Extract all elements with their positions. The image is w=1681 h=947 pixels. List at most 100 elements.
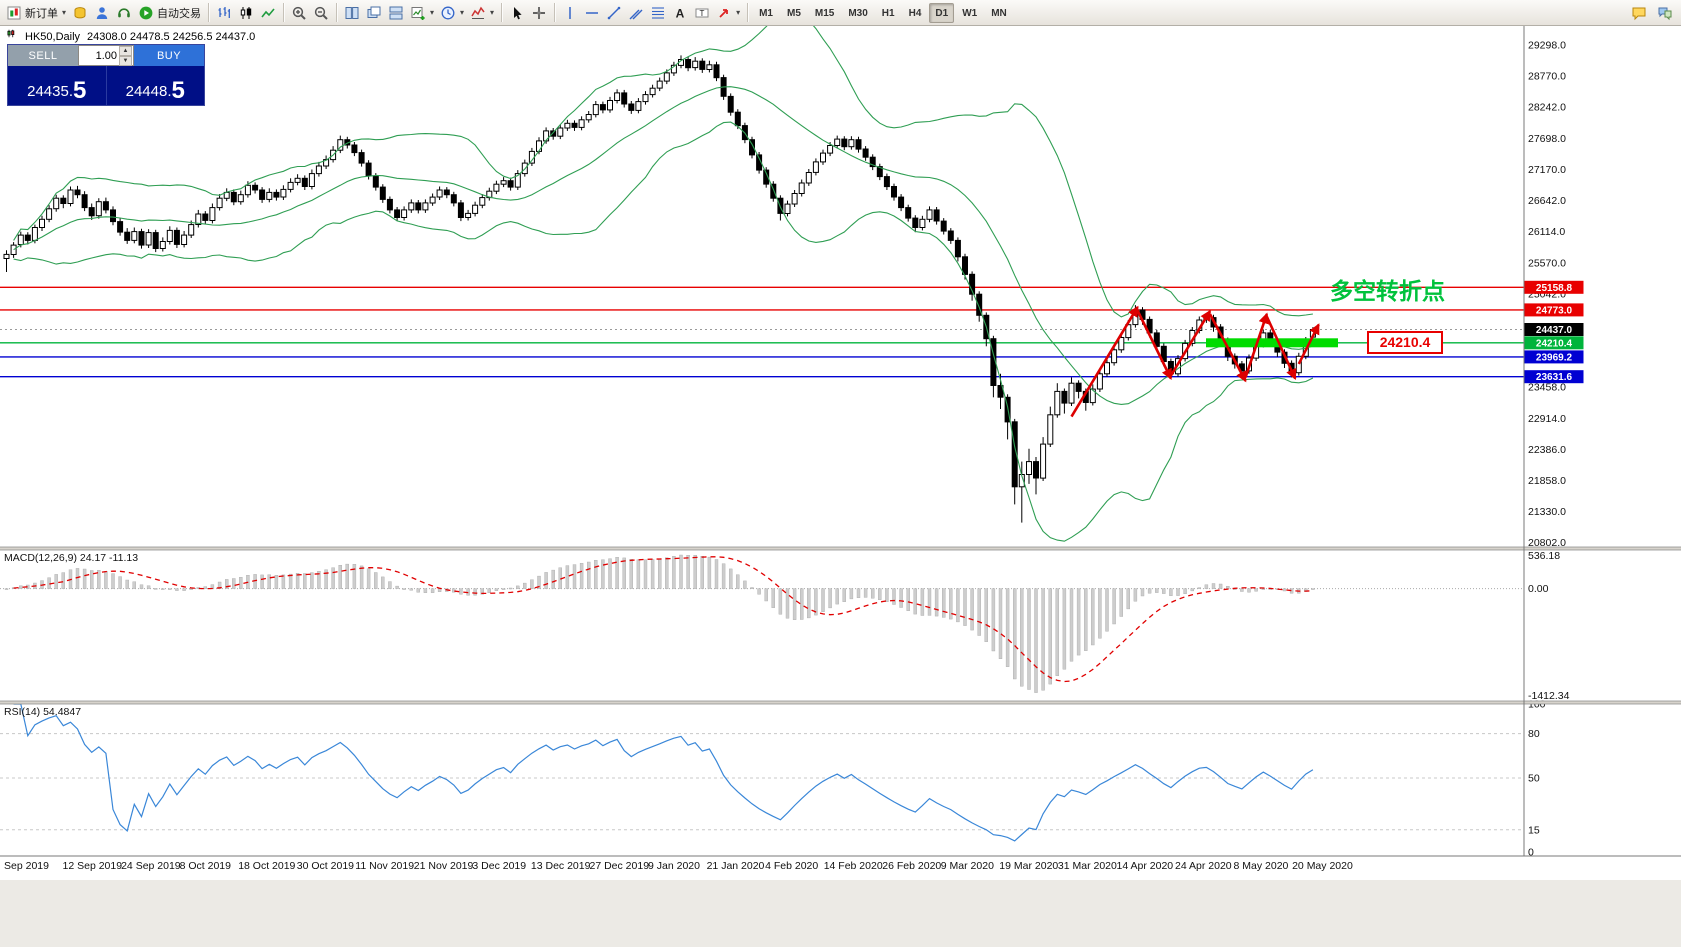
auto-trading-button[interactable]: 自动交易: [135, 2, 204, 24]
history-center-button[interactable]: ▾: [437, 2, 467, 24]
pane-splitters[interactable]: [0, 546, 1681, 705]
crosshair-button[interactable]: [528, 2, 550, 24]
shapes-button[interactable]: ▾: [713, 2, 743, 24]
timeframe-m1-button[interactable]: M1: [759, 7, 773, 19]
macd-scale: 536.18 0.00 -1412.34: [1528, 550, 1570, 702]
trend-arrow[interactable]: [1265, 315, 1297, 380]
buy-price-big-digit: 5: [171, 76, 185, 104]
label-icon: T: [695, 8, 709, 17]
deposit-button[interactable]: [69, 2, 91, 24]
zoom-in-button[interactable]: [288, 2, 310, 24]
volume-up-icon[interactable]: ▲: [119, 46, 132, 56]
svg-text:19 Mar 2020: 19 Mar 2020: [999, 860, 1058, 872]
buy-price-main: 24448.: [125, 83, 172, 100]
turning-point-annotation[interactable]: 多空转折点: [1330, 278, 1445, 304]
timeframe-m15-button[interactable]: M15: [814, 7, 835, 19]
trend-arrow[interactable]: [1244, 312, 1270, 378]
timeframe-w1-button[interactable]: W1: [962, 7, 978, 19]
svg-text:9 Mar 2020: 9 Mar 2020: [941, 860, 994, 872]
svg-text:21330.0: 21330.0: [1528, 506, 1566, 518]
support-zone-bar[interactable]: [1206, 338, 1338, 348]
candlestick-chart-button[interactable]: [235, 2, 257, 24]
accounts-button[interactable]: [91, 2, 113, 24]
svg-text:0: 0: [1528, 847, 1534, 859]
svg-text:26642.0: 26642.0: [1528, 195, 1566, 207]
timeframe-mn-button[interactable]: MN: [991, 7, 1007, 19]
crosshair-icon: [533, 6, 546, 19]
svg-text:13 Dec 2019: 13 Dec 2019: [531, 860, 591, 872]
svg-text:27170.0: 27170.0: [1528, 164, 1566, 176]
bar-chart-button[interactable]: [213, 2, 235, 24]
new-chart-button[interactable]: ▾: [407, 2, 437, 24]
timeframe-m5-button[interactable]: M5: [786, 7, 801, 19]
timeframe-d1-button[interactable]: D1: [929, 2, 955, 23]
fibonacci-icon: [652, 6, 665, 19]
fibonacci-button[interactable]: [647, 2, 669, 24]
macd-histogram: [4, 554, 1315, 693]
buy-button[interactable]: BUY: [134, 45, 204, 66]
rsi-line: [13, 703, 1314, 842]
toolbar-separator: [336, 3, 338, 22]
zoom-out-button[interactable]: [310, 2, 332, 24]
sell-button[interactable]: SELL: [8, 45, 78, 66]
trend-arrow[interactable]: [1297, 323, 1320, 365]
tile-windows-button[interactable]: [341, 2, 363, 24]
cursor-button[interactable]: [506, 2, 528, 24]
vertical-line-button[interactable]: [559, 2, 581, 24]
chart-canvas[interactable]: 29298.0 28770.0 28242.0 27698.0 27170.0 26642…: [0, 26, 1681, 880]
svg-text:26 Feb 2020: 26 Feb 2020: [882, 860, 941, 872]
autotrade-icon: [139, 6, 153, 19]
symbol-icon: [6, 29, 18, 44]
svg-text:21858.0: 21858.0: [1528, 475, 1566, 487]
svg-text:27698.0: 27698.0: [1528, 133, 1566, 145]
price-tag-annotation[interactable]: 24210.4: [1367, 331, 1443, 354]
zoom-in-icon: [292, 6, 306, 20]
rsi-pane: RSI(14) 54.4847 100 80 50 15 0: [0, 699, 1546, 859]
support-button[interactable]: [113, 2, 135, 24]
macd-signal-line: [13, 556, 1313, 683]
rsi-label: RSI(14) 54.4847: [4, 706, 81, 718]
buy-price[interactable]: 24448. 5: [107, 66, 205, 105]
svg-text:0.00: 0.00: [1528, 583, 1549, 595]
indicators-button[interactable]: ▾: [467, 2, 497, 24]
timeframe-h1-button[interactable]: H1: [881, 7, 895, 19]
chat-button[interactable]: [1628, 2, 1650, 24]
price-scale: 29298.0 28770.0 28242.0 27698.0 27170.0 26642…: [1528, 40, 1566, 549]
svg-text:25570.0: 25570.0: [1528, 258, 1566, 270]
svg-text:T: T: [700, 8, 705, 17]
auto-trading-button-label: 自动交易: [157, 7, 202, 20]
level-lines[interactable]: [0, 286, 1524, 378]
new-order-button[interactable]: 新订单 ▾: [3, 2, 69, 24]
trendline-button[interactable]: [603, 2, 625, 24]
dropdown-caret-icon: ▾: [490, 8, 495, 17]
volume-down-icon[interactable]: ▼: [119, 56, 132, 66]
bollinger-upper-line: [13, 26, 1313, 318]
svg-text:14 Apr 2020: 14 Apr 2020: [1117, 860, 1174, 872]
line-chart-button[interactable]: [257, 2, 279, 24]
sell-price[interactable]: 24435. 5: [8, 66, 107, 105]
text-button[interactable]: A: [669, 2, 691, 24]
trend-arrows[interactable]: [1070, 305, 1320, 418]
bollinger-middle-line: [13, 86, 1314, 405]
trend-arrow[interactable]: [1070, 305, 1139, 418]
trend-arrow[interactable]: [1136, 310, 1173, 380]
trendline-icon: [607, 6, 621, 19]
arrange-windows-button[interactable]: [385, 2, 407, 24]
trend-arrow[interactable]: [1169, 309, 1212, 377]
channel-button[interactable]: [625, 2, 647, 24]
timeframe-m30-button[interactable]: M30: [848, 7, 868, 19]
volume-input[interactable]: [79, 46, 119, 65]
label-button[interactable]: T: [691, 2, 713, 24]
svg-text:21 Nov 2019: 21 Nov 2019: [414, 860, 474, 872]
ohlc-values: 24308.0 24478.5 24256.5 24437.0: [87, 30, 256, 43]
vline-icon: [569, 6, 571, 19]
svg-text:22914.0: 22914.0: [1528, 413, 1566, 425]
chart-window: 29298.0 28770.0 28242.0 27698.0 27170.0 26642…: [0, 26, 1681, 880]
cascade-windows-button[interactable]: [363, 2, 385, 24]
one-click-trading-panel: SELL ▲ ▼ BUY 24435.5 24448.5: [8, 45, 204, 105]
horizontal-line-button[interactable]: [581, 2, 603, 24]
trend-arrow[interactable]: [1208, 313, 1247, 383]
sell-price-main: 24435.: [27, 83, 74, 100]
community-button[interactable]: [1654, 2, 1676, 24]
timeframe-h4-button[interactable]: H4: [908, 7, 922, 19]
